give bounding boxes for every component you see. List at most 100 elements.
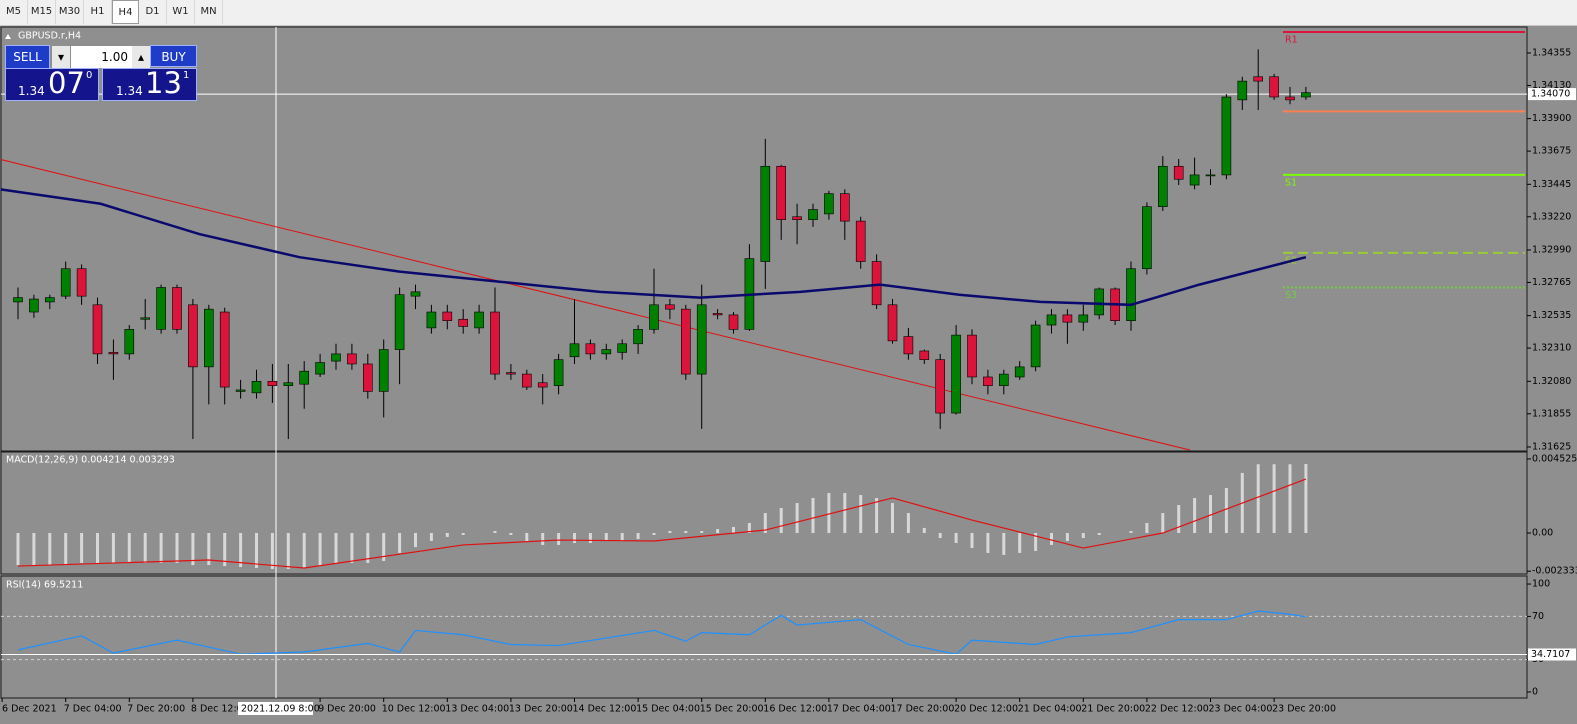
candle-body: [347, 353, 357, 365]
timeframe-button[interactable]: M30: [56, 0, 84, 24]
timeframe-toolbar: M5 M15 M30 H1 H4 D1 W1 MN: [0, 0, 1577, 26]
x-tick-label: 6 Dec 2021: [2, 704, 57, 715]
y-tick-label: 1.32310: [1532, 343, 1571, 354]
x-tick-label: 15 Dec 04:00: [636, 704, 700, 715]
candle-body: [92, 304, 103, 355]
candle-body: [776, 165, 787, 220]
x-tick-label: 7 Dec 20:00: [127, 704, 185, 715]
candle-body: [1221, 96, 1232, 176]
y-tick-label: 1.33445: [1532, 179, 1571, 190]
timeframe-button[interactable]: H4: [112, 0, 139, 24]
chart-title: GBPUSD.r,H4: [18, 31, 81, 42]
pivot-label: S3: [1285, 290, 1297, 301]
candle-body: [569, 343, 580, 358]
lot-input[interactable]: 1.00: [71, 46, 132, 68]
buy-price[interactable]: 1.34 13 1: [102, 66, 197, 101]
timeframe-button[interactable]: W1: [167, 0, 195, 24]
crosshair-time-box: [238, 702, 313, 715]
y-tick-label: 1.34355: [1532, 47, 1571, 58]
sell-price[interactable]: 1.34 07 0: [5, 66, 99, 101]
candle-body: [1285, 96, 1295, 101]
y-tick-label: 0.004525: [1532, 453, 1577, 464]
y-tick-label: 1.32080: [1532, 376, 1571, 387]
candle-body: [378, 349, 389, 392]
candle-body: [188, 304, 198, 368]
candle-body: [633, 329, 643, 345]
timeframe-button[interactable]: H1: [84, 0, 112, 24]
candle-body: [506, 372, 516, 375]
x-tick-label: 9 Dec 20:00: [318, 704, 376, 715]
macd-frame: [0, 451, 1528, 575]
candle-body: [267, 381, 278, 386]
candle-body: [299, 370, 310, 385]
bid-label-box: [1528, 88, 1576, 101]
candle-body: [887, 304, 898, 342]
candle-body: [235, 389, 246, 392]
candle-body: [537, 382, 548, 388]
lot-down[interactable]: ▾: [52, 46, 70, 68]
rsi-title: RSI(14) 69.5211: [6, 580, 83, 591]
candle-body: [601, 349, 612, 355]
candle-body: [696, 304, 707, 375]
candle-body: [1014, 366, 1025, 378]
candle-body: [426, 311, 437, 329]
lot-up[interactable]: ▴: [132, 46, 150, 68]
candle-body: [919, 350, 930, 360]
y-tick-label: 1.32535: [1532, 310, 1571, 321]
y-tick-label: 0: [1532, 686, 1538, 697]
x-tick-label: 15 Dec 20:00: [700, 704, 764, 715]
y-tick-label: 1.33220: [1532, 211, 1571, 222]
candle-body: [474, 311, 484, 329]
timeframe-button[interactable]: M5: [0, 0, 28, 24]
candle-body: [108, 352, 119, 355]
candle-body: [1078, 314, 1089, 323]
candle-body: [1205, 174, 1216, 177]
price-big: 1.34: [18, 84, 45, 98]
candle-body: [903, 336, 914, 355]
candle-body: [204, 308, 214, 368]
candle-body: [951, 334, 961, 414]
candle-body: [490, 311, 500, 375]
y-tick-label: 1.33675: [1532, 146, 1571, 157]
pivot-label: R1: [1285, 35, 1298, 46]
y-tick-label: 1.31855: [1532, 408, 1571, 419]
candle-body: [124, 329, 135, 355]
candle-body: [585, 343, 596, 355]
y-tick-label: 1.32990: [1532, 244, 1571, 255]
candle-body: [935, 359, 946, 414]
buy-button[interactable]: BUY: [150, 45, 197, 67]
x-tick-label: 8 Dec 12:00: [191, 704, 249, 715]
candle-body: [1301, 92, 1311, 98]
one-click-trading: SELL ▾ 1.00 ▴ BUY 1.34 07 0 1.34 13 1: [5, 45, 197, 101]
rsi-frame: [0, 575, 1528, 699]
candle-body: [442, 311, 453, 321]
x-tick-label: 21 Dec 04:00: [1018, 704, 1082, 715]
candle-body: [792, 216, 802, 220]
candle-body: [1126, 268, 1136, 321]
rsi-line: [17, 610, 1306, 655]
timeframe-button[interactable]: M15: [28, 0, 56, 24]
candle-body: [649, 304, 659, 330]
x-tick-label: 16 Dec 12:00: [763, 704, 827, 715]
x-tick-label: 10 Dec 12:00: [382, 704, 446, 715]
y-tick-label: 70: [1532, 611, 1544, 622]
pivot-label: S1: [1285, 177, 1297, 188]
timeframe-button[interactable]: D1: [139, 0, 167, 24]
price-point: 1: [183, 70, 190, 81]
candle-body: [1030, 324, 1041, 368]
sell-button[interactable]: SELL: [5, 45, 50, 69]
candle-body: [712, 313, 723, 316]
candle-body: [824, 193, 834, 215]
timeframe-button[interactable]: MN: [195, 0, 223, 24]
candle-body: [410, 291, 421, 297]
y-tick-label: 1.34130: [1532, 80, 1571, 91]
candle-body: [760, 165, 771, 262]
x-tick-label: 23 Dec 04:00: [1209, 704, 1273, 715]
y-tick-label: 100: [1532, 579, 1550, 590]
candle-body: [331, 353, 341, 362]
x-tick-label: 21 Dec 20:00: [1081, 704, 1145, 715]
candle-body: [394, 294, 405, 350]
